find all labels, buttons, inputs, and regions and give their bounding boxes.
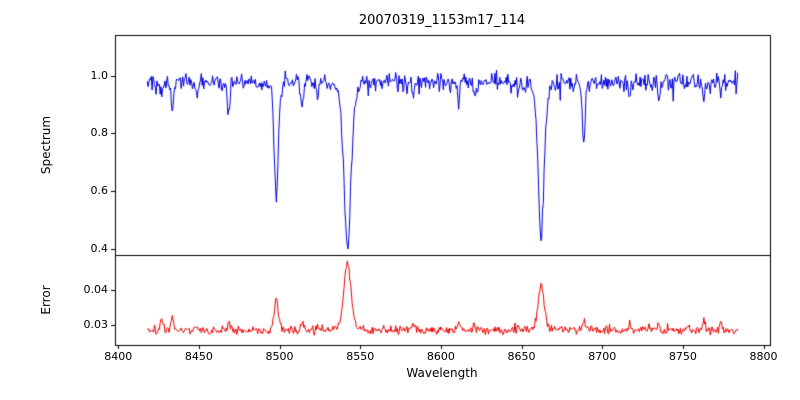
x-tick-label: 8600: [426, 350, 455, 363]
x-tick-label: 8450: [184, 350, 213, 363]
y-tick-label-error: 0.03: [83, 318, 109, 332]
y-tick-label-spectrum: 0.8: [90, 126, 109, 140]
y-tick-label-spectrum: 0.4: [90, 242, 109, 256]
x-tick-label: 8650: [507, 350, 536, 363]
x-tick-label: 8550: [346, 350, 375, 363]
x-tick-label: 8750: [668, 350, 697, 363]
y-tick-label-spectrum: 0.6: [90, 184, 109, 198]
y-tick-label-error: 0.04: [83, 283, 109, 297]
y-axis-label-error: Error: [39, 285, 53, 315]
x-axis-label: Wavelength: [406, 366, 478, 380]
chart-title: 20070319_1153m17_114: [358, 13, 526, 28]
x-tick-label: 8700: [588, 350, 617, 363]
y-tick-label-spectrum: 1.0: [90, 68, 109, 82]
x-tick-label: 8800: [749, 350, 778, 363]
x-tick-label: 8400: [104, 350, 133, 363]
x-tick-label: 8500: [265, 350, 294, 363]
y-axis-label-spectrum: Spectrum: [39, 115, 53, 175]
